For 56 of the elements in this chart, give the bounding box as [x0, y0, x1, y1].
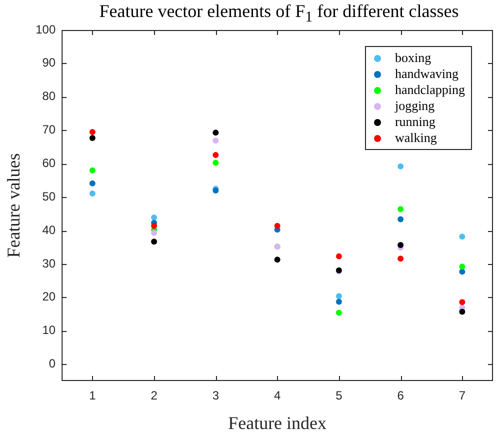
y-axis-title: Feature values — [4, 153, 24, 258]
point — [398, 242, 404, 248]
point — [274, 222, 280, 229]
point — [336, 310, 342, 316]
legend-label: running — [394, 114, 436, 130]
point — [89, 128, 96, 135]
y-tick-label: 60 — [42, 156, 56, 170]
point — [398, 163, 404, 170]
x-tick-label: 6 — [397, 388, 404, 403]
y-tick-label: 80 — [42, 89, 56, 104]
y-tick-label: 40 — [42, 222, 56, 237]
y-tick-label: 50 — [42, 189, 56, 204]
point — [459, 308, 466, 315]
y-tick-label: 0 — [48, 356, 56, 371]
y-tick-label: 70 — [42, 122, 56, 137]
point — [212, 130, 219, 136]
point — [89, 167, 96, 174]
point — [336, 253, 342, 260]
point — [336, 298, 342, 305]
point — [151, 230, 158, 236]
legend-label: jogging — [394, 98, 435, 114]
y-tick-label: 30 — [42, 256, 56, 270]
chart-title: Feature vector elements of F$_{1}$ for different classes — [98, 1, 460, 27]
point — [398, 256, 404, 262]
point — [398, 206, 404, 212]
x-tick-label: 1 — [89, 388, 96, 403]
point — [151, 222, 158, 229]
legend-label: boxing — [394, 50, 432, 66]
y-tick-label: 20 — [42, 290, 56, 304]
y-tick-label: 10 — [42, 323, 56, 338]
point — [336, 293, 342, 300]
legend-label: handclapping — [394, 82, 465, 98]
x-tick-label: 2 — [150, 388, 158, 403]
point — [212, 160, 219, 166]
x-tick-label: 7 — [458, 388, 466, 403]
point — [212, 152, 219, 158]
point — [151, 238, 158, 245]
point — [212, 138, 219, 144]
x-tick-label: 3 — [212, 388, 220, 403]
point — [459, 264, 466, 270]
point — [398, 216, 404, 222]
point — [459, 299, 466, 306]
point — [459, 234, 466, 240]
y-tick-label: 90 — [42, 56, 56, 70]
y-tick-label: 100 — [36, 22, 56, 36]
point — [459, 268, 466, 275]
point — [151, 214, 158, 221]
x-tick-label: 5 — [336, 388, 343, 403]
x-axis-title: Feature index — [228, 412, 327, 433]
point — [89, 190, 96, 196]
point — [274, 256, 280, 263]
point — [89, 180, 96, 186]
legend-label: walking — [394, 130, 437, 146]
legend-label: handwaving — [394, 66, 458, 82]
x-tick-label: 4 — [274, 388, 281, 403]
point — [89, 134, 96, 141]
